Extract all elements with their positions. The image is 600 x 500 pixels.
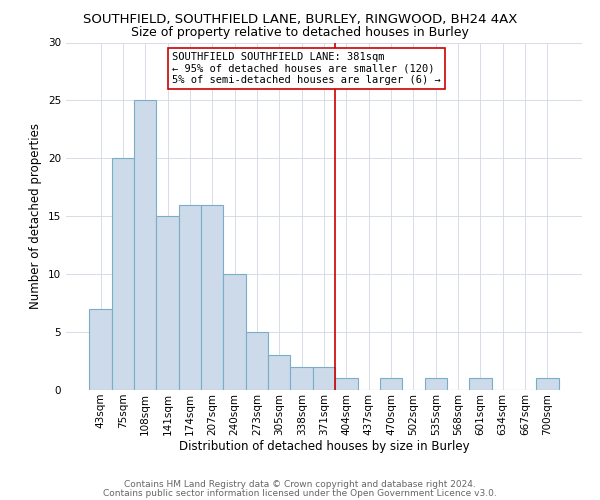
Text: Contains public sector information licensed under the Open Government Licence v3: Contains public sector information licen… (103, 488, 497, 498)
Bar (290, 367, 313, 390)
Bar (313, 367, 335, 390)
Bar (268, 355, 290, 390)
Bar (89, 309, 112, 390)
Bar (201, 204, 223, 390)
Bar (112, 158, 134, 390)
Bar (380, 378, 402, 390)
X-axis label: Distribution of detached houses by size in Burley: Distribution of detached houses by size … (179, 440, 469, 454)
Bar (223, 274, 246, 390)
Bar (179, 204, 201, 390)
Bar (335, 378, 358, 390)
Bar (134, 100, 157, 390)
Text: Contains HM Land Registry data © Crown copyright and database right 2024.: Contains HM Land Registry data © Crown c… (124, 480, 476, 489)
Bar (469, 378, 491, 390)
Y-axis label: Number of detached properties: Number of detached properties (29, 123, 43, 309)
Text: Size of property relative to detached houses in Burley: Size of property relative to detached ho… (131, 26, 469, 39)
Text: SOUTHFIELD, SOUTHFIELD LANE, BURLEY, RINGWOOD, BH24 4AX: SOUTHFIELD, SOUTHFIELD LANE, BURLEY, RIN… (83, 12, 517, 26)
Bar (536, 378, 559, 390)
Text: SOUTHFIELD SOUTHFIELD LANE: 381sqm
← 95% of detached houses are smaller (120)
5%: SOUTHFIELD SOUTHFIELD LANE: 381sqm ← 95%… (172, 52, 441, 85)
Bar (157, 216, 179, 390)
Bar (246, 332, 268, 390)
Bar (425, 378, 447, 390)
